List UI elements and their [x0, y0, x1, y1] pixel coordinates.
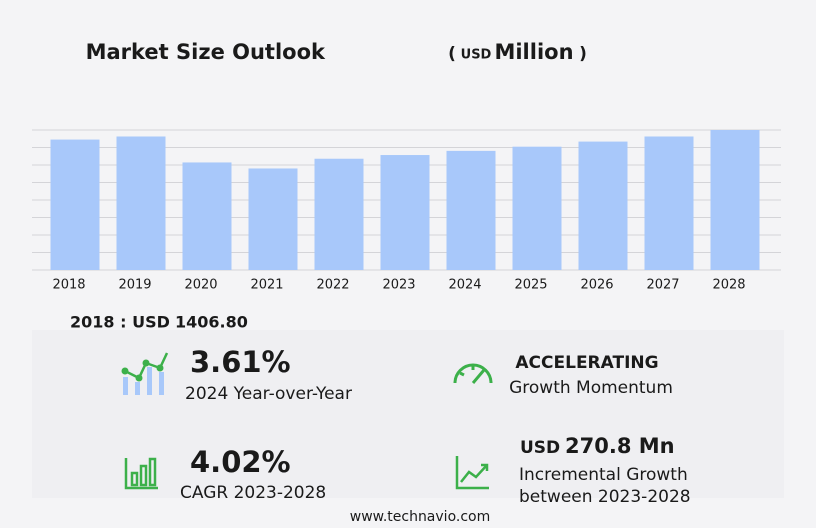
footer: www.technavio.com — [350, 509, 491, 525]
base-year: 2018 : USD — [70, 313, 170, 332]
x-tick-label: 2019 — [118, 278, 151, 293]
x-tick-label: 2024 — [448, 278, 481, 293]
base-value: 1406.80 — [175, 313, 248, 332]
subtitle-currency: USD — [461, 48, 492, 63]
bar — [182, 162, 232, 270]
summary-panel — [32, 330, 784, 498]
bar — [50, 139, 100, 270]
yoy-label: 2024 Year-over-Year — [185, 384, 352, 404]
momentum-label: Growth Momentum — [509, 378, 673, 398]
x-tick-label: 2025 — [514, 278, 547, 293]
incremental-currency: USD — [520, 438, 560, 458]
x-tick-label: 2022 — [316, 278, 349, 293]
x-tick-label: 2021 — [250, 278, 283, 293]
incremental-label: between 2023-2028 — [519, 487, 691, 507]
bar — [248, 168, 298, 270]
x-tick-label: 2027 — [646, 278, 679, 293]
momentum-value: ACCELERATING — [515, 353, 658, 373]
bar — [314, 158, 364, 270]
plot-area: 2018 2019 2020 2021 2022 2023 2024 2025 2026 2027… — [32, 129, 781, 293]
yoy-value: 3.61% — [190, 345, 291, 379]
bar — [578, 141, 628, 270]
subtitle-paren: ) — [579, 44, 587, 64]
incremental-icon — [455, 456, 489, 490]
incremental-value: 270.8 Mn — [565, 434, 675, 458]
chart-title: Market Size Outlook — [86, 40, 326, 64]
momentum-icon — [453, 363, 493, 384]
bar — [380, 155, 430, 270]
bar — [512, 146, 562, 270]
bar — [116, 136, 166, 270]
bar — [644, 136, 694, 270]
cagr-icon — [124, 457, 158, 490]
bar — [710, 130, 760, 270]
cagr-value: 4.02% — [190, 445, 291, 479]
x-tick-label: 2026 — [580, 278, 613, 293]
x-tick-label: 2028 — [712, 278, 745, 293]
yoy-icon — [121, 352, 169, 395]
cagr-label: CAGR 2023-2028 — [180, 483, 326, 503]
x-tick-label: 2020 — [184, 278, 217, 293]
incremental-label: Incremental Growth — [519, 465, 688, 485]
subtitle-unit: Million — [494, 40, 573, 64]
x-tick-label: 2023 — [382, 278, 415, 293]
x-tick-label: 2018 — [52, 278, 85, 293]
subtitle-paren: ( — [448, 44, 456, 64]
bar — [446, 150, 496, 270]
